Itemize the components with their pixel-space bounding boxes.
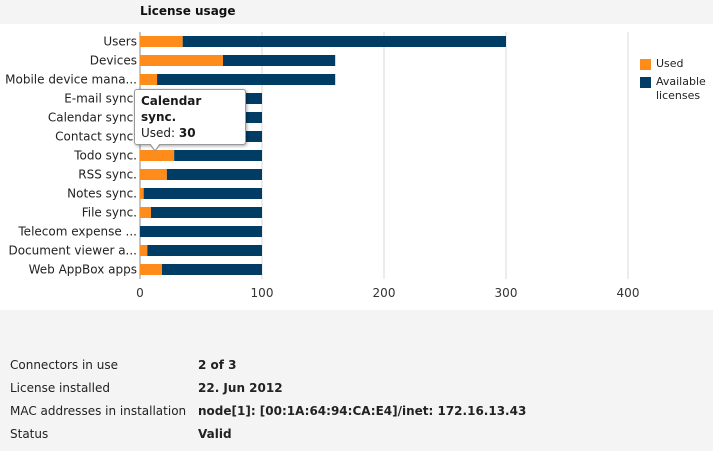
y-category-label: Document viewer a... xyxy=(8,244,137,258)
info-label: Status xyxy=(10,427,49,441)
chart-tooltip: Calendar sync. Used: 30 xyxy=(134,89,246,152)
info-row-connectors: Connectors in use 2 of 3 xyxy=(10,355,700,378)
y-category-label: Notes sync. xyxy=(67,187,137,201)
bar-used xyxy=(140,169,167,180)
chart-legend: Used Available licenses xyxy=(640,57,710,107)
bar-used xyxy=(140,188,144,199)
x-tick-label: 100 xyxy=(251,286,274,300)
bar-available xyxy=(140,226,262,237)
bar-available xyxy=(166,169,262,180)
bar-used xyxy=(140,55,223,66)
bar-used xyxy=(140,74,158,85)
tooltip-pointer-inner xyxy=(150,143,160,150)
x-tick-label: 200 xyxy=(373,286,396,300)
y-category-label: RSS sync. xyxy=(78,168,137,182)
x-tick-label: 400 xyxy=(617,286,640,300)
bar-available xyxy=(182,36,506,47)
bar-available xyxy=(222,55,336,66)
info-label: MAC addresses in installation xyxy=(10,404,187,418)
y-category-label: Devices xyxy=(90,54,137,68)
tooltip-title: Calendar sync. xyxy=(141,94,202,124)
x-tick-label: 0 xyxy=(136,286,144,300)
chart-canvas: 0 100 200 300 400 Users Devices Mobile device m… xyxy=(5,32,640,300)
y-category-label: File sync. xyxy=(82,206,137,220)
info-row-mac-addresses: MAC addresses in installation node[1]: [… xyxy=(10,401,700,424)
info-label: Connectors in use xyxy=(10,358,118,372)
bar-available xyxy=(150,207,262,218)
info-value: node[1]: [00:1A:64:94:CA:E4]/inet: 172.1… xyxy=(198,404,527,418)
bar-available xyxy=(161,264,262,275)
info-row-license-installed: License installed 22. Jun 2012 xyxy=(10,378,700,401)
legend-label-available: Available licenses xyxy=(656,75,706,102)
info-value: 2 of 3 xyxy=(198,358,237,372)
y-category-label: Telecom expense ... xyxy=(17,225,137,239)
bar-available xyxy=(174,150,262,161)
y-category-label: Contact sync. xyxy=(55,130,137,144)
legend-item-available[interactable]: Available licenses xyxy=(640,75,710,103)
bar-used xyxy=(140,245,148,256)
legend-swatch-available xyxy=(640,77,651,88)
legend-item-used[interactable]: Used xyxy=(640,57,710,71)
tooltip-label: Used: xyxy=(141,126,176,140)
y-category-label: Todo sync. xyxy=(73,149,137,163)
bar-used xyxy=(140,264,162,275)
info-value: Valid xyxy=(198,427,232,441)
bar-available xyxy=(147,245,262,256)
info-label: License installed xyxy=(10,381,110,395)
chart-title: License usage xyxy=(140,4,236,18)
legend-swatch-used xyxy=(640,59,651,70)
x-tick-label: 300 xyxy=(495,286,518,300)
legend-label-used: Used xyxy=(656,57,684,70)
license-info: Connectors in use 2 of 3 License install… xyxy=(10,355,700,447)
bar-available xyxy=(157,74,336,85)
tooltip-value: 30 xyxy=(178,126,196,140)
bar-used xyxy=(140,150,175,161)
info-value: 22. Jun 2012 xyxy=(198,381,283,395)
y-category-label: Mobile device mana... xyxy=(5,73,137,87)
y-category-label: Calendar sync. xyxy=(48,111,137,125)
y-category-label: Web AppBox apps xyxy=(29,263,137,277)
bar-available xyxy=(143,188,262,199)
y-category-label: E-mail sync. xyxy=(64,92,137,106)
license-usage-chart: 0 100 200 300 400 Users Devices Mobile device m… xyxy=(0,24,713,310)
tooltip-body: Used: 30 xyxy=(141,125,239,141)
bar-used xyxy=(140,36,183,47)
y-category-label: Users xyxy=(103,35,137,49)
bar-used xyxy=(140,207,151,218)
info-row-status: Status Valid xyxy=(10,424,700,447)
